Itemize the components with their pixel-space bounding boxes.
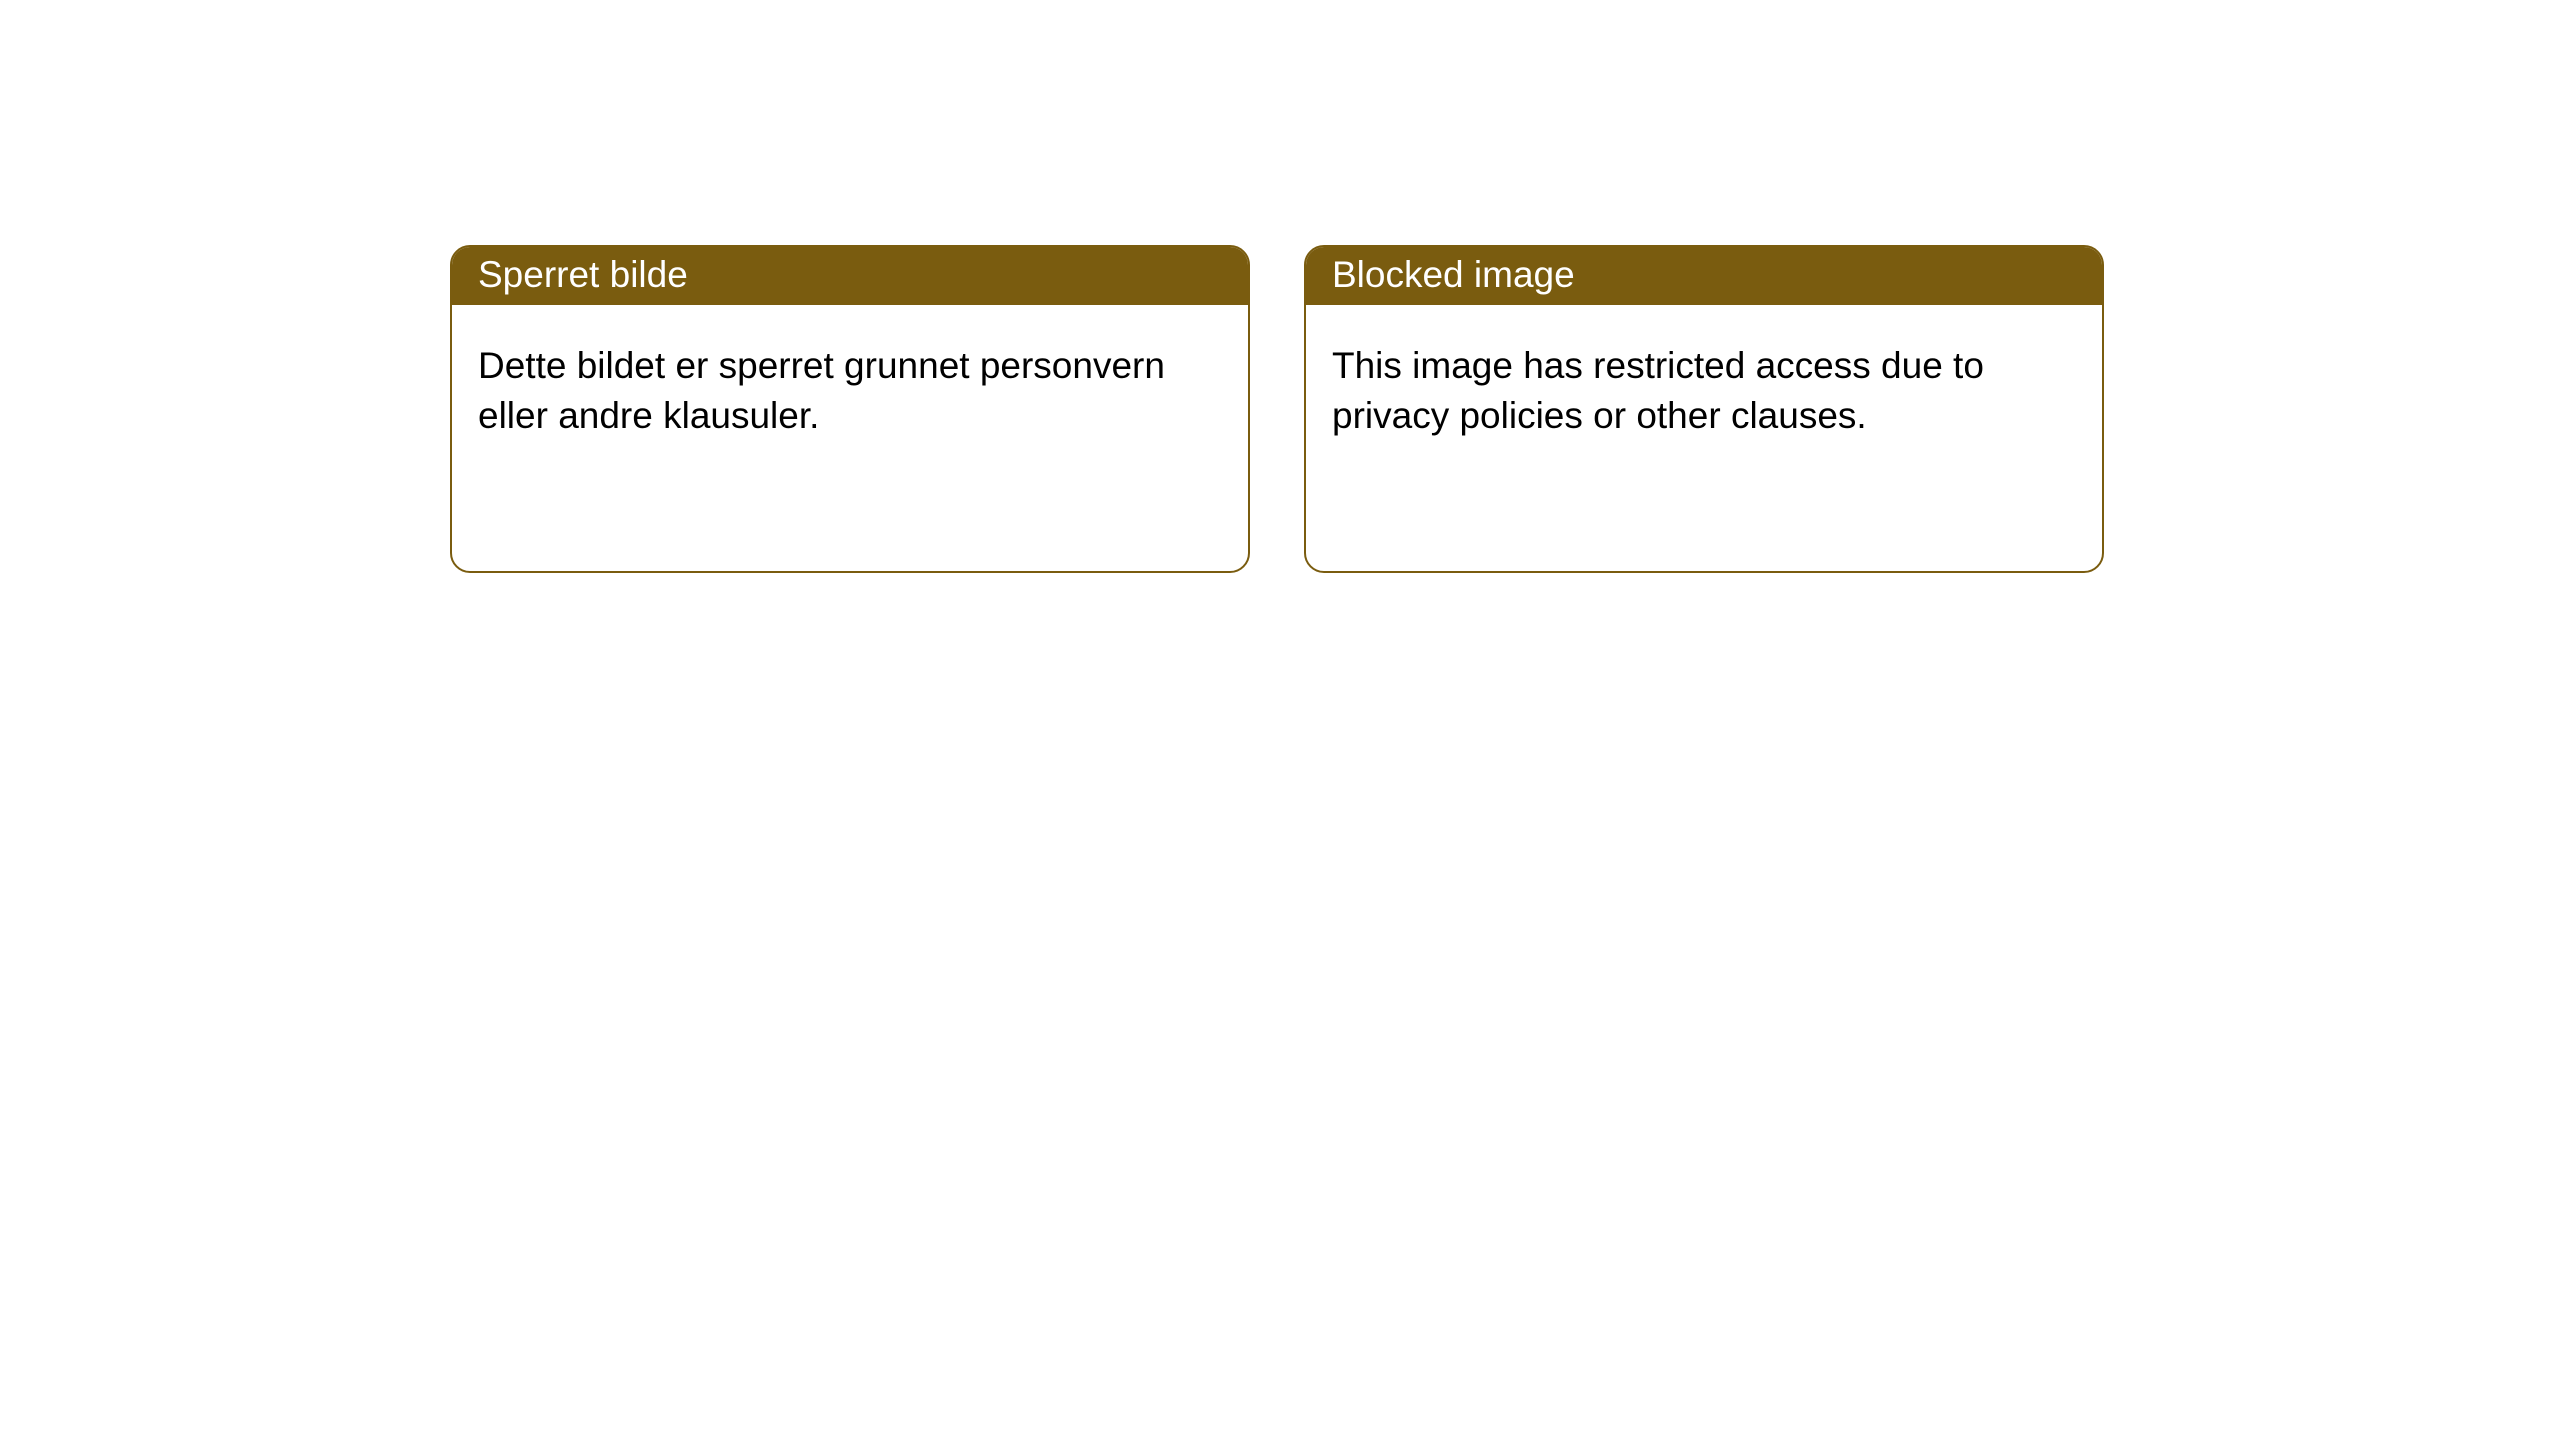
notice-container: Sperret bilde Dette bildet er sperret gr… (0, 0, 2560, 573)
notice-body-text: Dette bildet er sperret grunnet personve… (478, 345, 1165, 436)
notice-card-norwegian: Sperret bilde Dette bildet er sperret gr… (450, 245, 1250, 573)
notice-card-english: Blocked image This image has restricted … (1304, 245, 2104, 573)
notice-header-text: Blocked image (1332, 254, 1575, 296)
notice-header: Sperret bilde (452, 247, 1248, 305)
notice-header-text: Sperret bilde (478, 254, 688, 296)
notice-body: Dette bildet er sperret grunnet personve… (452, 305, 1248, 477)
notice-header: Blocked image (1306, 247, 2102, 305)
notice-body: This image has restricted access due to … (1306, 305, 2102, 477)
notice-body-text: This image has restricted access due to … (1332, 345, 1984, 436)
